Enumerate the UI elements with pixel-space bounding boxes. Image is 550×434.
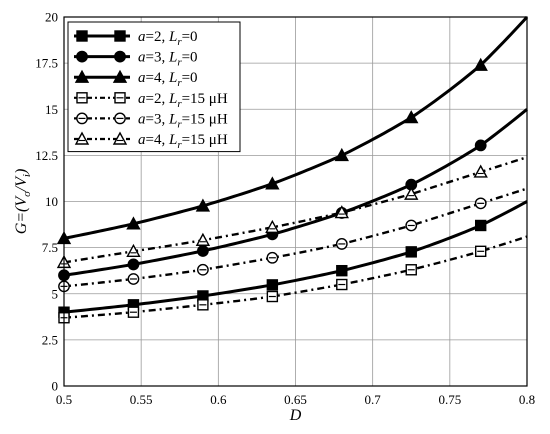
x-tick-label: 0.55	[130, 392, 153, 407]
data-point	[265, 176, 280, 190]
legend-entry: a=4, Lr=0	[74, 69, 198, 89]
y-tick-label: 17.5	[35, 56, 58, 71]
data-point	[404, 110, 419, 124]
data-point	[336, 278, 348, 291]
plot-frame	[63, 16, 528, 387]
data-point	[126, 216, 141, 230]
y-tick-label: 15	[45, 102, 58, 117]
legend-label: a=3, Lr=0	[138, 50, 198, 69]
x-tick-label: 0.6	[210, 392, 227, 407]
data-point	[475, 245, 487, 258]
data-point	[405, 264, 417, 276]
data-point	[127, 273, 140, 285]
data-point	[196, 245, 209, 257]
data-point	[405, 246, 417, 258]
data-point	[196, 263, 209, 276]
legend-entry: a=2, Lr=0	[74, 29, 198, 48]
legend-marker	[76, 30, 88, 42]
legend-marker	[76, 92, 88, 104]
y-tick-label: 7.5	[42, 240, 58, 255]
legend-entry: a=2, Lr=15 μH	[74, 91, 228, 110]
data-point	[474, 197, 487, 210]
data-point	[334, 205, 349, 219]
series-line	[63, 108, 528, 277]
legend-label: a=4, Lr=15 μH	[138, 132, 228, 151]
data-point	[265, 219, 280, 234]
legend-entry: a=3, Lr=0	[74, 50, 198, 69]
x-tick-label: 0.7	[365, 392, 382, 407]
data-point	[127, 306, 140, 318]
legend-marker	[112, 69, 128, 83]
data-point	[335, 238, 348, 250]
data-point	[266, 251, 279, 264]
legend-marker	[114, 30, 126, 42]
legend-marker	[74, 69, 90, 83]
data-point	[334, 147, 349, 162]
x-tick-label: 0.75	[438, 392, 461, 407]
y-tick-label: 0	[52, 379, 59, 394]
legend-label: a=2, Lr=0	[138, 29, 198, 48]
legend-marker	[114, 50, 126, 63]
legend-marker	[114, 92, 126, 104]
data-point	[475, 219, 487, 232]
legend: a=2, Lr=0 a=3, Lr=0a=4, Lr=0 a=2, Lr=15 μH…	[67, 21, 241, 153]
legend-marker	[76, 50, 88, 63]
y-tick-label: 10	[45, 194, 58, 209]
series-line	[63, 156, 528, 264]
data-point	[266, 290, 279, 303]
x-tick-label: 0.5	[56, 392, 72, 407]
data-point	[195, 198, 211, 212]
data-point	[195, 232, 211, 246]
x-tick-label: 0.8	[519, 392, 535, 407]
series-group	[56, 15, 529, 324]
data-point	[473, 164, 488, 178]
data-point	[474, 139, 487, 152]
legend-entry: a=3, Lr=15 μH	[74, 111, 228, 130]
data-point	[197, 299, 209, 311]
data-point	[473, 57, 488, 71]
y-tick-label: 12.5	[35, 148, 58, 163]
series-line	[63, 187, 528, 288]
series-line	[63, 235, 528, 319]
legend-label: a=3, Lr=15 μH	[138, 111, 228, 130]
data-point	[126, 243, 141, 258]
y-axis-label: G=(Vo/Vi)	[13, 169, 33, 235]
data-point	[405, 219, 418, 232]
tick-labels: 0.5 0.55 0.6 0.65 0.7 0.75 0.8 0 2.5 5 7.5 10 12.5 15…	[35, 10, 535, 408]
y-tick-label: 5	[52, 286, 59, 301]
x-tick-label: 0.65	[284, 392, 307, 407]
x-axis-label: D	[289, 407, 302, 424]
y-tick-label: 20	[45, 10, 58, 25]
legend-marker	[76, 112, 88, 125]
data-point	[404, 186, 419, 200]
legend-marker	[112, 131, 128, 145]
y-tick-label: 2.5	[42, 332, 58, 347]
series-line	[63, 200, 528, 314]
legend-label: a=4, Lr=0	[138, 70, 198, 89]
legend-entry: a=4, Lr=15 μH	[74, 131, 228, 151]
legend-marker	[114, 112, 126, 125]
series-line	[63, 15, 529, 240]
data-point	[127, 258, 140, 271]
data-point	[266, 279, 279, 291]
legend-label: a=2, Lr=15 μH	[138, 91, 228, 110]
legend-box	[67, 21, 241, 153]
legend-marker	[74, 131, 90, 145]
data-point	[336, 264, 348, 277]
